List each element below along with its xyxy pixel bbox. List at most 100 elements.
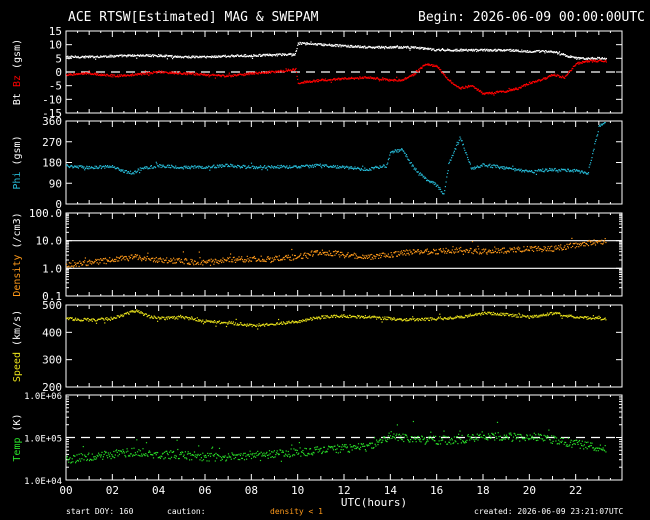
data-point-bz (72, 74, 74, 76)
data-point-density (366, 257, 369, 259)
data-point-speed (581, 316, 583, 318)
data-point-temp (109, 455, 111, 458)
data-point-bz (290, 69, 292, 71)
data-point-bt (218, 56, 221, 58)
data-point-speed (378, 316, 380, 318)
data-point-density (368, 257, 370, 259)
data-point-speed (474, 314, 476, 316)
data-point-density (529, 246, 531, 248)
data-point-bz (265, 71, 267, 73)
data-point-bz (560, 77, 562, 79)
data-point-bz (196, 74, 198, 76)
data-point-speed (406, 320, 408, 322)
data-point-bz (548, 76, 550, 78)
data-point-phi (139, 172, 141, 174)
data-point-bt (470, 50, 472, 52)
data-point-bz (226, 74, 228, 76)
data-point-speed (471, 315, 473, 317)
data-point-density (551, 245, 553, 247)
data-point-phi (414, 167, 416, 169)
data-point-bz (395, 79, 397, 81)
data-point-bz (233, 73, 235, 76)
data-point-bz (535, 80, 537, 82)
data-point-bz (205, 75, 207, 77)
data-point-bz (81, 72, 83, 74)
data-point-density (574, 247, 576, 249)
data-point-bt (573, 56, 575, 58)
data-point-phi (106, 166, 108, 168)
data-point-bt (292, 53, 294, 55)
data-point-bz (560, 76, 562, 78)
data-point-density (418, 251, 420, 253)
data-point-density (523, 246, 525, 248)
data-point-speed (129, 311, 131, 313)
data-point-speed (414, 320, 416, 322)
data-point-speed (366, 316, 369, 319)
data-point-phi (274, 166, 276, 168)
data-point-bz (231, 75, 233, 77)
data-point-phi (319, 164, 321, 166)
data-point-speed (271, 323, 273, 325)
data-point-phi (355, 168, 357, 170)
data-point-phi (278, 167, 280, 169)
data-point-bz (495, 92, 497, 94)
data-point-bz (179, 71, 181, 73)
data-point-density (532, 246, 534, 249)
data-point-phi (222, 165, 224, 167)
data-point-density (327, 253, 329, 255)
data-point-bt (100, 56, 102, 58)
data-point-density (307, 253, 310, 255)
data-point-bz (546, 77, 548, 79)
data-point-speed (486, 313, 488, 315)
data-point-bt (150, 56, 152, 58)
data-point-density (545, 249, 547, 252)
data-point-speed (324, 315, 326, 317)
data-point-density (372, 258, 374, 260)
data-point-bz (138, 73, 140, 75)
data-point-bt (543, 51, 545, 53)
data-point-bt (155, 55, 157, 57)
data-point-bz (276, 71, 278, 73)
data-point-speed (378, 317, 380, 319)
data-point-bz (185, 73, 187, 75)
data-point-speed (134, 311, 136, 313)
data-point-bt (415, 46, 417, 48)
data-point-bz (567, 73, 569, 76)
data-point-bt (490, 50, 492, 52)
data-point-speed (447, 317, 449, 319)
data-point-bt (187, 57, 189, 59)
data-point-speed (203, 321, 205, 323)
data-point-bz (605, 61, 607, 63)
data-point-bt (345, 45, 347, 47)
data-point-density (131, 254, 133, 256)
data-point-bz (519, 86, 521, 88)
data-point-bz (261, 72, 263, 74)
data-point-speed (512, 313, 514, 315)
data-point-density (400, 253, 402, 255)
data-point-bz (348, 77, 350, 79)
data-point-phi (335, 167, 337, 169)
y-tick-label-phi: 0 (55, 198, 62, 211)
data-point-density (575, 242, 577, 244)
data-point-speed (501, 314, 503, 317)
data-point-temp (107, 457, 109, 459)
data-point-speed (384, 316, 386, 318)
data-point-density (307, 257, 309, 259)
data-point-phi (191, 165, 193, 167)
data-point-bt (162, 55, 164, 57)
data-point-density (338, 254, 340, 256)
data-point-phi (137, 168, 139, 170)
data-point-temp (125, 456, 127, 458)
data-point-density (506, 250, 508, 252)
data-point-bz (198, 73, 200, 75)
data-point-density (117, 257, 119, 259)
data-point-speed (177, 318, 179, 320)
data-point-speed (515, 314, 517, 316)
data-point-bt (131, 55, 133, 57)
data-point-density (127, 260, 130, 262)
data-point-bt (465, 48, 467, 50)
data-point-bz (505, 90, 507, 92)
data-point-density (603, 240, 606, 242)
data-point-density (448, 250, 450, 252)
data-point-speed (569, 314, 572, 316)
